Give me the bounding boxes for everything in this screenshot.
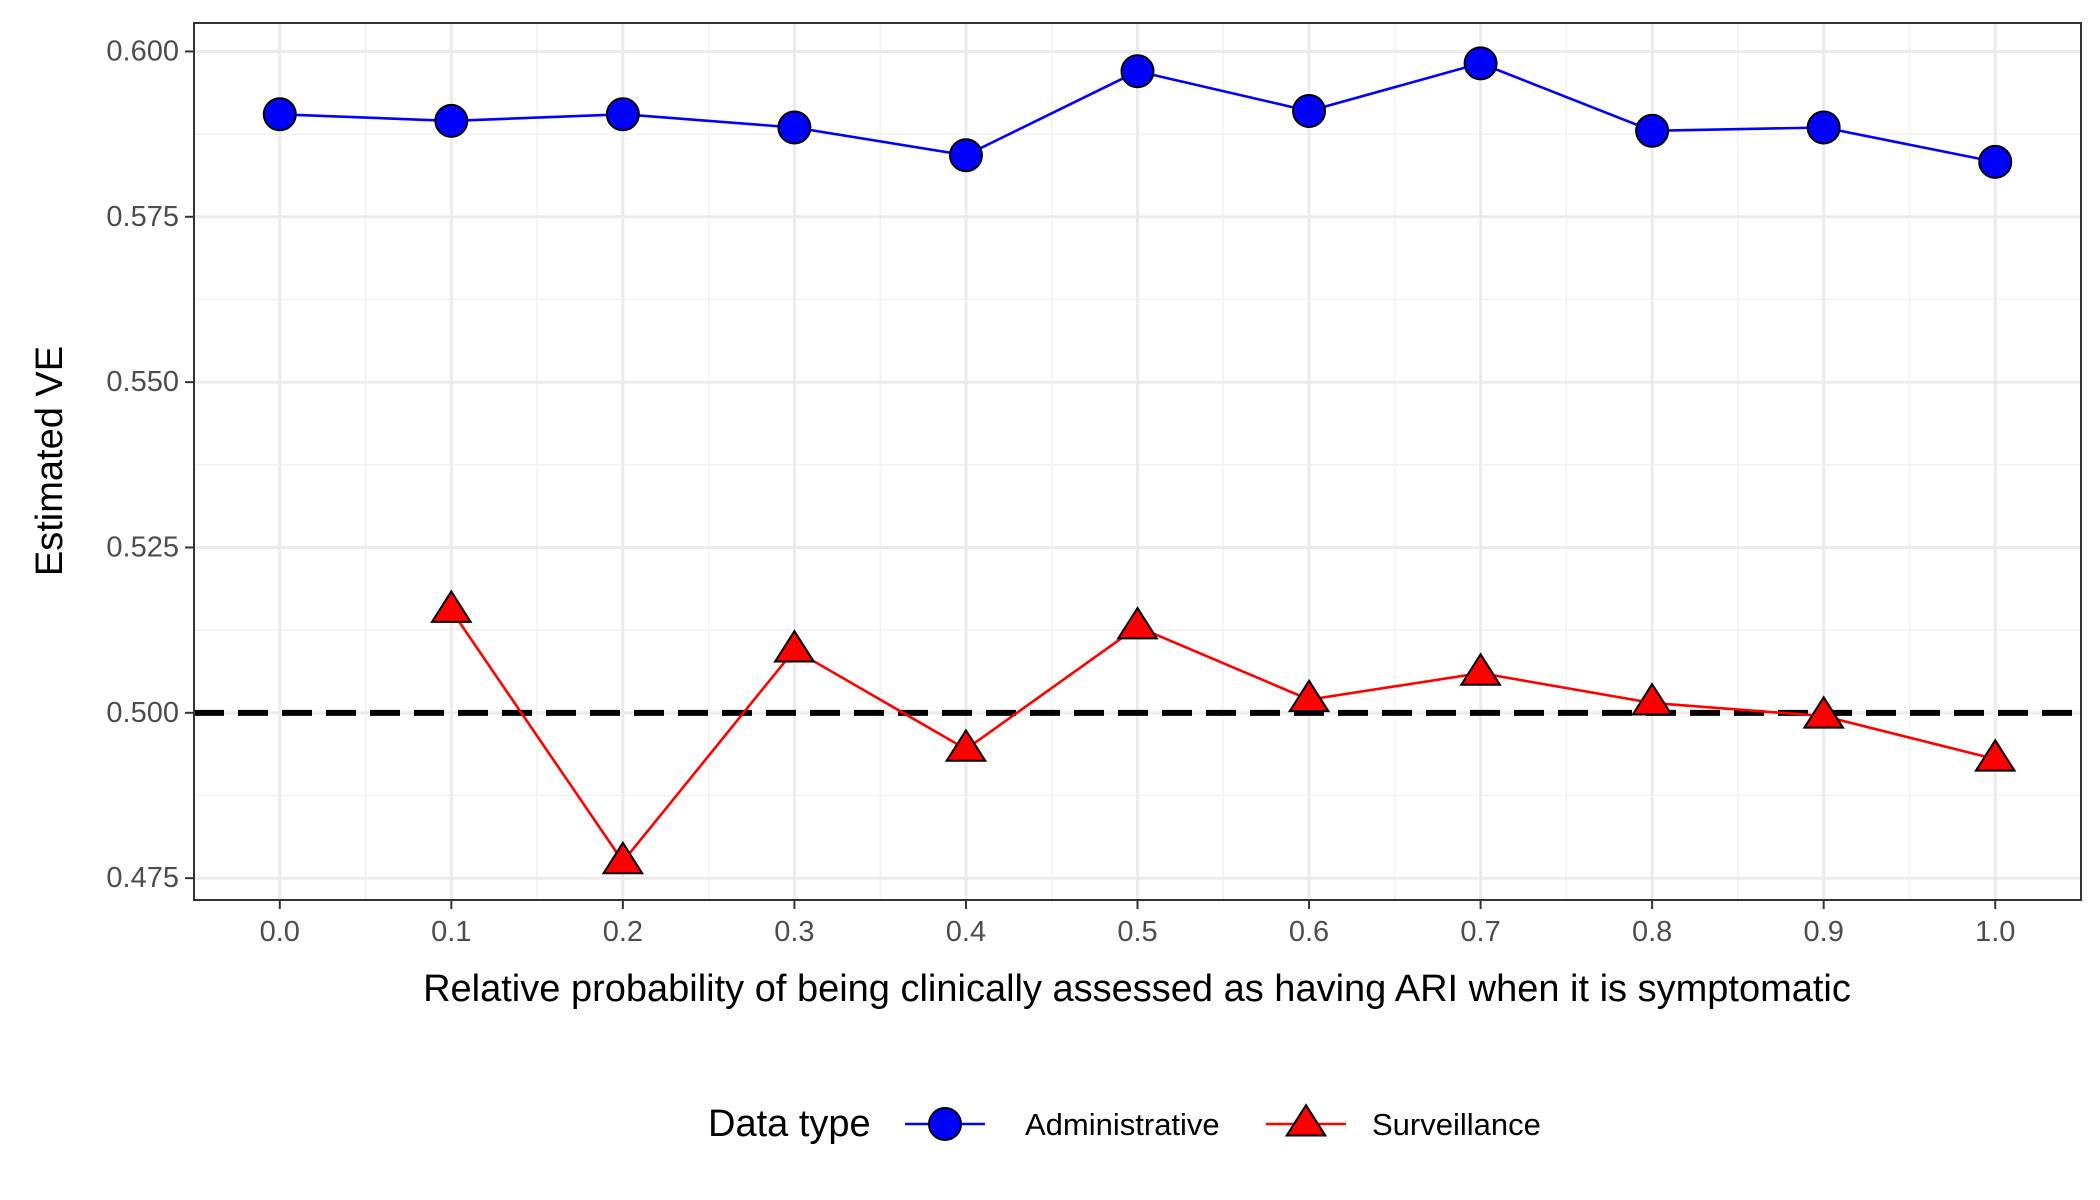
- legend-label-surveillance: Surveillance: [1372, 1107, 1541, 1142]
- legend-key-administrative: [928, 1107, 962, 1141]
- y-tick-label: 0.600: [106, 35, 179, 67]
- x-tick-label: 0.7: [1460, 916, 1500, 948]
- data-point-administrative: [777, 110, 812, 145]
- series-administrative: [262, 46, 2013, 179]
- y-tick-label: 0.500: [106, 697, 179, 729]
- x-tick-label: 0.5: [1117, 916, 1157, 948]
- y-tick-label: 0.575: [106, 201, 179, 233]
- data-point-administrative: [1635, 113, 1670, 148]
- data-point-administrative: [1978, 144, 2013, 179]
- data-point-surveillance: [1116, 606, 1159, 640]
- data-point-administrative: [948, 138, 983, 173]
- data-point-surveillance: [1287, 678, 1331, 713]
- x-axis-title: Relative probability of being clinically…: [423, 968, 1851, 1010]
- data-point-surveillance: [1459, 652, 1502, 686]
- data-point-administrative: [434, 103, 469, 138]
- data-point-surveillance: [430, 589, 473, 623]
- axes: 0.475 0.500 0.525 0.550 0.575 0.600 0.0 0.1 0.2 0…: [106, 35, 2015, 948]
- x-tick-label: 0.2: [603, 916, 643, 948]
- x-tick-label: 0.8: [1632, 916, 1672, 948]
- y-tick-label: 0.475: [106, 862, 179, 894]
- y-tick-label: 0.525: [106, 531, 179, 563]
- data-point-surveillance: [773, 629, 816, 663]
- x-tick-label: 0.3: [774, 916, 814, 948]
- y-tick-label: 0.550: [106, 366, 179, 398]
- data-point-surveillance: [944, 728, 988, 762]
- data-point-administrative: [1120, 54, 1155, 89]
- series-line-surveillance: [450, 609, 1996, 864]
- x-tick-label: 0.9: [1804, 916, 1844, 948]
- legend-label-administrative: Administrative: [1025, 1107, 1220, 1142]
- series-surveillance: [430, 589, 2017, 875]
- legend: Data type Administrative Surveillance: [708, 1103, 1541, 1145]
- data-point-administrative: [605, 97, 640, 132]
- data-point-administrative: [1292, 93, 1327, 128]
- data-point-surveillance: [1630, 682, 1674, 716]
- data-point-administrative: [262, 97, 297, 132]
- data-point-surveillance: [601, 840, 645, 875]
- data-point-administrative: [1463, 46, 1498, 81]
- legend-key-surveillance: [1284, 1103, 1328, 1137]
- x-tick-label: 0.4: [946, 916, 986, 948]
- x-tick-label: 1.0: [1975, 916, 2015, 948]
- legend-title: Data type: [708, 1103, 871, 1145]
- x-tick-label: 0.1: [431, 916, 471, 948]
- y-axis-title: Estimated VE: [29, 346, 71, 576]
- data-point-surveillance: [1974, 738, 2017, 772]
- data-point-administrative: [1806, 110, 1841, 145]
- series-group: [262, 46, 2017, 875]
- x-tick-label: 0.6: [1289, 916, 1329, 948]
- data-point-surveillance: [1802, 695, 1845, 729]
- x-tick-label: 0.0: [260, 916, 300, 948]
